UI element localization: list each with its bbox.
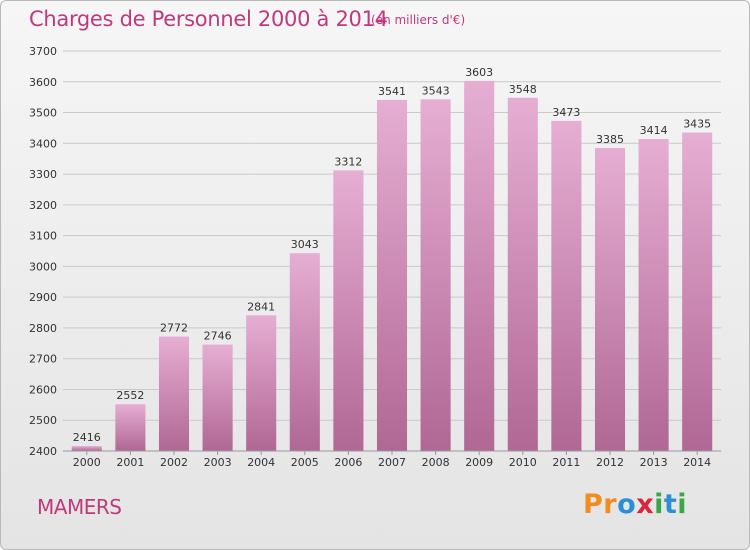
data-label: 3435: [683, 118, 711, 131]
x-tick-label: 2005: [291, 456, 319, 469]
data-label: 3541: [378, 85, 406, 98]
chart-title: Charges de Personnel 2000 à 2014: [29, 7, 388, 31]
x-tick-label: 2001: [116, 456, 144, 469]
x-tick-label: 2012: [596, 456, 624, 469]
data-label: 3414: [640, 124, 668, 137]
x-tick-label: 2003: [204, 456, 232, 469]
logo-letter: r: [603, 489, 618, 520]
bar: [289, 253, 320, 451]
data-label: 2841: [247, 300, 275, 313]
bar: [682, 132, 713, 452]
x-tick-label: 2013: [640, 456, 668, 469]
chart-unit-label: (en milliers d'€): [371, 13, 466, 27]
data-label: 3543: [422, 84, 450, 97]
y-tick-label: 3100: [29, 230, 57, 243]
x-tick-label: 2011: [552, 456, 580, 469]
bar: [202, 344, 233, 451]
y-tick-label: 3600: [29, 76, 57, 89]
bar: [333, 170, 364, 451]
bar: [376, 99, 408, 451]
x-tick-label: 2008: [422, 456, 450, 469]
x-axis-ticks: 2000 2001 2002 2003 2004 2005 2006 2007 2008 2009…: [73, 451, 711, 469]
bar: [464, 80, 495, 451]
data-label: 3473: [552, 106, 580, 119]
data-label: 2416: [73, 431, 101, 444]
bar: [507, 97, 538, 452]
data-label: 3312: [334, 155, 362, 168]
data-label: 2772: [160, 322, 188, 335]
bar: [246, 315, 277, 451]
data-label: 3548: [509, 83, 537, 96]
x-tick-label: 2002: [160, 456, 188, 469]
y-axis-ticks: 2400 2500 2600 2700 2800 2900 3000 3100 3200 3300…: [29, 45, 57, 458]
data-label: 2746: [204, 330, 232, 343]
bar: [158, 336, 190, 451]
x-tick-label: 2006: [334, 456, 362, 469]
data-labels: 2416 2552 2772 2746 2841 3043 3312 3541 3543 3603…: [73, 66, 711, 444]
data-label: 3385: [596, 133, 624, 146]
logo-letter: i: [654, 489, 664, 520]
x-tick-label: 2007: [378, 456, 406, 469]
logo-letter: t: [663, 489, 678, 520]
y-tick-label: 2500: [29, 414, 57, 427]
x-tick-label: 2014: [683, 456, 711, 469]
y-tick-label: 3500: [29, 107, 57, 120]
y-tick-label: 3000: [29, 260, 57, 273]
bar: [638, 139, 669, 451]
logo-letter: P: [583, 489, 604, 520]
logo-letter: x: [636, 489, 655, 520]
logo-letter: i: [677, 489, 688, 520]
y-tick-label: 3700: [29, 45, 57, 58]
y-tick-label: 2900: [29, 291, 57, 304]
y-tick-label: 3300: [29, 168, 57, 181]
x-tick-label: 2009: [465, 456, 493, 469]
logo-letter: o: [617, 489, 637, 520]
data-label: 2552: [116, 389, 144, 402]
proxiti-logo: Proxiti: [583, 489, 687, 520]
y-tick-label: 2400: [29, 445, 57, 458]
bar: [594, 147, 626, 451]
data-label: 3043: [291, 238, 319, 251]
y-tick-label: 3200: [29, 199, 57, 212]
commune-name: MAMERS: [37, 495, 122, 519]
x-tick-label: 2004: [247, 456, 275, 469]
bar: [420, 99, 451, 452]
y-tick-label: 2600: [29, 383, 57, 396]
bar: [71, 446, 102, 451]
bar: [551, 120, 582, 451]
x-tick-label: 2010: [509, 456, 537, 469]
data-label: 3603: [465, 66, 493, 79]
x-tick-label: 2000: [73, 456, 101, 469]
y-tick-label: 2700: [29, 353, 57, 366]
bars: [71, 80, 713, 452]
y-tick-label: 2800: [29, 322, 57, 335]
y-tick-label: 3400: [29, 137, 57, 150]
bar: [115, 404, 146, 451]
